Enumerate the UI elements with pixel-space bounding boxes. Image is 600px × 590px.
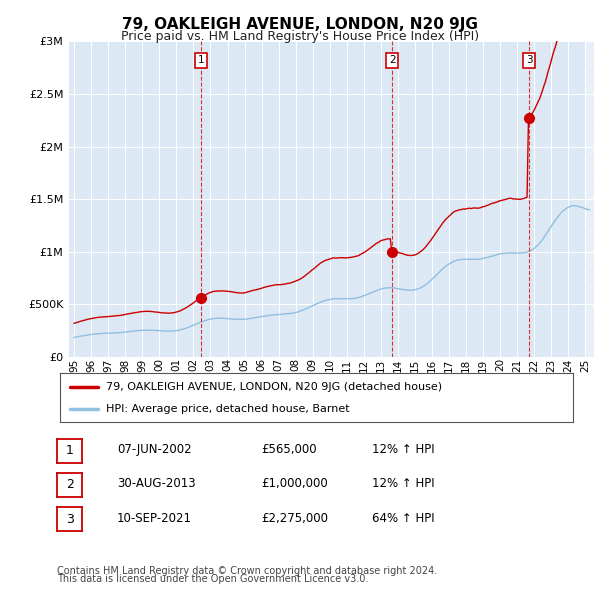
- Text: 64% ↑ HPI: 64% ↑ HPI: [372, 512, 434, 525]
- Text: 12% ↑ HPI: 12% ↑ HPI: [372, 443, 434, 456]
- Text: £1,000,000: £1,000,000: [261, 477, 328, 490]
- Bar: [586, 41, 594, 357]
- Text: 2: 2: [65, 478, 74, 491]
- Text: 10-SEP-2021: 10-SEP-2021: [117, 512, 192, 525]
- Text: 12% ↑ HPI: 12% ↑ HPI: [372, 477, 434, 490]
- Text: Contains HM Land Registry data © Crown copyright and database right 2024.: Contains HM Land Registry data © Crown c…: [57, 566, 437, 575]
- Text: 2: 2: [389, 55, 395, 65]
- Text: 1: 1: [197, 55, 204, 65]
- Text: HPI: Average price, detached house, Barnet: HPI: Average price, detached house, Barn…: [106, 404, 350, 414]
- Text: 07-JUN-2002: 07-JUN-2002: [117, 443, 191, 456]
- Text: Price paid vs. HM Land Registry's House Price Index (HPI): Price paid vs. HM Land Registry's House …: [121, 30, 479, 43]
- Text: 79, OAKLEIGH AVENUE, LONDON, N20 9JG (detached house): 79, OAKLEIGH AVENUE, LONDON, N20 9JG (de…: [106, 382, 442, 392]
- Text: 3: 3: [65, 513, 74, 526]
- Text: 3: 3: [526, 55, 532, 65]
- Text: 1: 1: [65, 444, 74, 457]
- Text: £2,275,000: £2,275,000: [261, 512, 328, 525]
- Text: 30-AUG-2013: 30-AUG-2013: [117, 477, 196, 490]
- Text: £565,000: £565,000: [261, 443, 317, 456]
- Text: This data is licensed under the Open Government Licence v3.0.: This data is licensed under the Open Gov…: [57, 575, 368, 584]
- Text: 79, OAKLEIGH AVENUE, LONDON, N20 9JG: 79, OAKLEIGH AVENUE, LONDON, N20 9JG: [122, 17, 478, 32]
